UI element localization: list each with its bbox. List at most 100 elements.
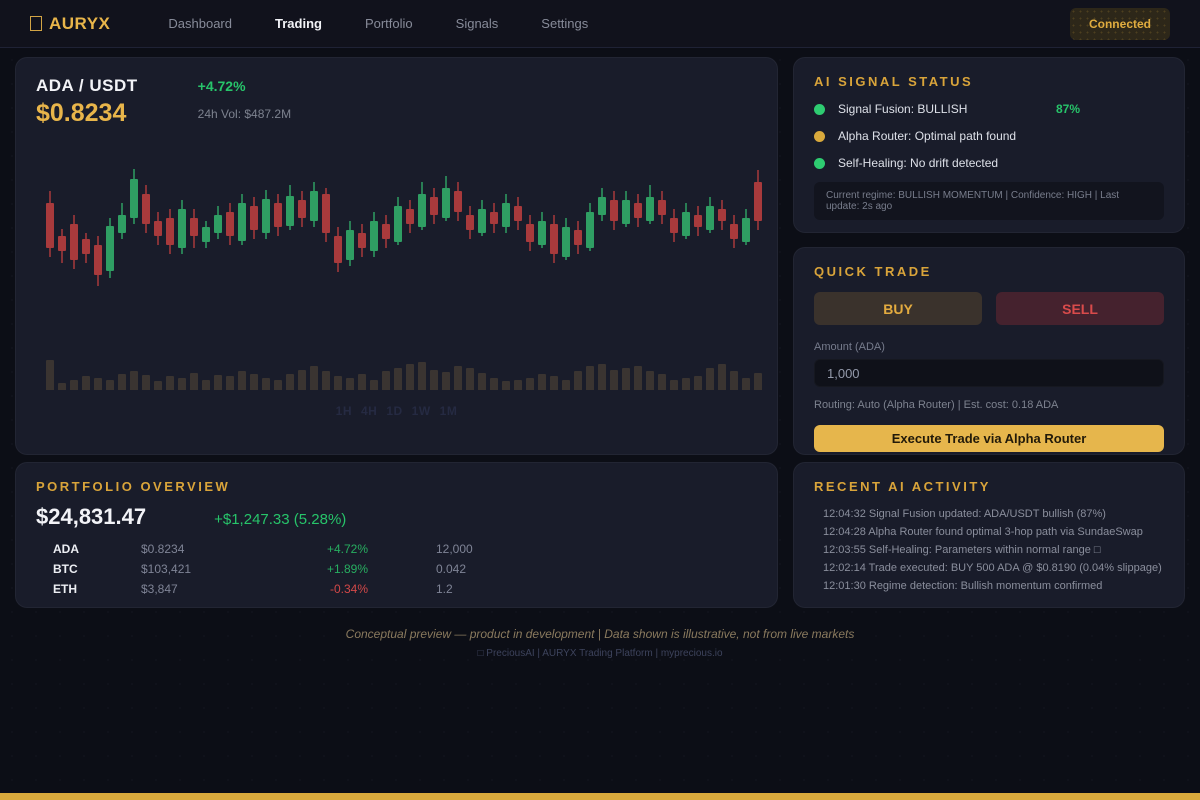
candle — [166, 138, 174, 336]
candle-body — [466, 215, 474, 230]
nav-item-portfolio[interactable]: Portfolio — [364, 16, 413, 31]
signal-status-dot-icon — [814, 157, 825, 169]
candle — [526, 138, 534, 336]
logo-glyph-icon — [30, 16, 42, 31]
candle-body — [70, 224, 78, 260]
candle-body — [706, 206, 714, 230]
candle — [226, 138, 234, 336]
volume-bar — [514, 379, 522, 390]
volume-bar — [166, 376, 174, 390]
candle — [382, 138, 390, 336]
signal-rows: Signal Fusion: BULLISH 87% Alpha Router: O… — [814, 102, 1164, 170]
candle — [658, 138, 666, 336]
volume-bar — [586, 366, 594, 390]
volume-bar — [418, 362, 426, 390]
candle-body — [634, 203, 642, 218]
timeframe-button-4h[interactable]: 4H — [360, 404, 378, 418]
asset-change: -0.34% — [329, 582, 368, 596]
candle — [94, 138, 102, 336]
holding-row: ADA $0.8234 +4.72% 12,000 — [53, 539, 757, 559]
candle — [610, 138, 618, 336]
volume-bar — [178, 378, 186, 390]
candle-body — [106, 225, 114, 271]
volume-bar — [706, 367, 714, 390]
activity-log-list: 12:04:32 Signal Fusion updated: ADA/USDT… — [814, 505, 1164, 595]
sell-button[interactable]: SELL — [996, 292, 1164, 325]
candle — [634, 138, 642, 336]
timeframe-button-1m[interactable]: 1M — [439, 404, 458, 418]
candle — [418, 138, 426, 336]
connection-status-badge: Connected — [1069, 7, 1170, 40]
activity-log-entry: 12:04:28 Alpha Router found optimal 3-ho… — [823, 526, 1143, 538]
volume-bar — [250, 374, 258, 390]
nav-item-signals[interactable]: Signals — [455, 16, 499, 31]
asset-amount: 12,000 — [436, 542, 473, 556]
candle — [406, 138, 414, 336]
candle-body — [334, 236, 342, 263]
timeframe-button-1w[interactable]: 1W — [411, 404, 431, 418]
volume-bar — [298, 369, 306, 390]
candle-body — [310, 191, 318, 221]
pair-label: ADA / USDT — [36, 76, 138, 95]
candle-body — [418, 194, 426, 227]
candle — [82, 138, 90, 336]
portfolio-overview-panel: PORTFOLIO OVERVIEW $24,831.47 +$1,247.33… — [15, 462, 778, 608]
candle-body — [118, 215, 126, 233]
ai-signal-title: AI SIGNAL STATUS — [814, 74, 974, 89]
logo-text: AURYX — [49, 13, 111, 33]
candle — [430, 138, 438, 336]
candle-body — [358, 233, 366, 248]
amount-input[interactable] — [814, 359, 1164, 387]
asset-price: $0.8234 — [141, 542, 185, 556]
volume-bar — [58, 382, 66, 390]
nav-item-dashboard[interactable]: Dashboard — [168, 16, 232, 31]
candle-body — [142, 194, 150, 224]
candle-body — [178, 209, 186, 248]
volume-bar — [466, 368, 474, 390]
candle-body — [538, 221, 546, 245]
nav-item-settings[interactable]: Settings — [541, 16, 589, 31]
volume-bar — [454, 366, 462, 390]
asset-price: $3,847 — [141, 582, 178, 596]
timeframe-button-1h[interactable]: 1H — [335, 404, 352, 418]
volume-bar — [490, 378, 498, 390]
routing-info: Routing: Auto (Alpha Router) | Est. cost… — [814, 399, 1059, 411]
candle-body — [550, 224, 558, 254]
volume-bar — [502, 381, 510, 390]
portfolio-title: PORTFOLIO OVERVIEW — [36, 479, 231, 494]
volume-bar — [382, 370, 390, 390]
volume-bar — [694, 376, 702, 390]
volume-bar — [718, 364, 726, 390]
asset-symbol: ETH — [53, 582, 77, 596]
candle — [250, 138, 258, 336]
last-price: $0.8234 — [36, 99, 127, 127]
buy-button[interactable]: BUY — [814, 292, 982, 325]
activity-log-entry: 12:02:14 Trade executed: BUY 500 ADA @ $… — [823, 562, 1162, 574]
volume-bar — [574, 370, 582, 390]
volume-bar — [94, 378, 102, 390]
activity-log-entry: 12:01:30 Regime detection: Bullish momen… — [823, 580, 1103, 592]
execute-trade-button[interactable]: Execute Trade via Alpha Router — [814, 425, 1164, 452]
price-chart-panel: ADA / USDT $0.8234 +4.72% 24h Vol: $487.… — [15, 57, 778, 455]
candle — [394, 138, 402, 336]
volume-bar — [442, 371, 450, 390]
candle — [682, 138, 690, 336]
candle-body — [526, 224, 534, 242]
nav-item-trading[interactable]: Trading — [275, 16, 322, 31]
candle-body — [442, 188, 450, 218]
candle — [238, 138, 246, 336]
volume-bar — [358, 374, 366, 390]
volume-bar — [46, 360, 54, 390]
candle — [58, 138, 66, 336]
quick-trade-title: QUICK TRADE — [814, 264, 932, 279]
candle-body — [754, 182, 762, 221]
candle — [298, 138, 306, 336]
volume-bar — [214, 375, 222, 390]
volume-bar — [406, 364, 414, 390]
candle — [322, 138, 330, 336]
volume-bar — [478, 373, 486, 390]
candle-body — [346, 230, 354, 260]
nav-items: Dashboard Trading Portfolio Signals Settings — [168, 16, 588, 31]
candle-body — [370, 221, 378, 251]
timeframe-button-1d[interactable]: 1D — [386, 404, 403, 418]
